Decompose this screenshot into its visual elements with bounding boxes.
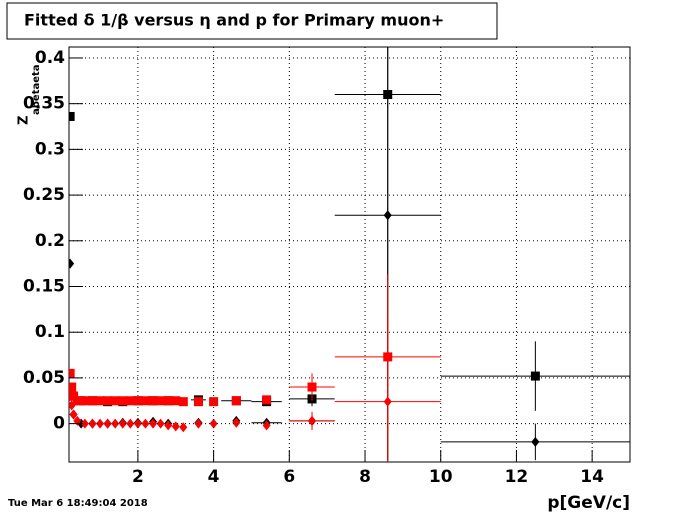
y-axis-label-group: Z abetaeta (17, 64, 43, 125)
y-axis-label-sub: abetaeta (31, 64, 42, 115)
plot-frame (68, 46, 631, 463)
marker (308, 415, 317, 426)
marker (110, 396, 120, 406)
marker (164, 420, 173, 431)
y-tick-label: 0.15 (23, 276, 65, 296)
marker (69, 409, 78, 420)
y-tick-label: 0.2 (35, 231, 65, 251)
marker (69, 400, 76, 411)
marker (125, 396, 135, 406)
y-tick-label: 0.25 (23, 185, 65, 205)
marker (140, 396, 150, 406)
marker (80, 418, 89, 429)
marker (156, 396, 166, 406)
y-tick-label: 0.05 (23, 368, 65, 388)
marker (307, 382, 317, 392)
x-tick-label: 6 (283, 467, 295, 487)
y-tick-label: 0.3 (35, 139, 65, 159)
marker (133, 396, 143, 406)
marker (148, 396, 158, 406)
marker (232, 417, 241, 428)
marker (171, 396, 181, 406)
marker (383, 396, 392, 407)
y-tick-label: 0.1 (35, 322, 65, 342)
x-tick-label: 10 (429, 467, 453, 487)
marker (69, 368, 75, 378)
marker (103, 418, 112, 429)
marker (209, 397, 219, 407)
marker (194, 418, 203, 429)
marker (531, 436, 540, 447)
x-tick-label: 2 (132, 467, 144, 487)
x-tick-label: 12 (505, 467, 529, 487)
chart-title: Fitted δ 1/β versus η and p for Primary … (24, 11, 444, 30)
marker (103, 396, 113, 406)
marker (118, 396, 128, 406)
marker (156, 418, 165, 429)
y-axis-label: Z (17, 116, 32, 125)
marker (88, 418, 97, 429)
timestamp: Tue Mar 6 18:49:04 2018 (8, 498, 148, 509)
marker (262, 395, 272, 405)
plot-area (69, 47, 630, 462)
marker (72, 396, 82, 406)
marker (118, 418, 127, 429)
x-tick-label: 8 (359, 467, 371, 487)
marker (69, 258, 75, 269)
marker (87, 396, 97, 406)
marker (163, 396, 173, 406)
marker (179, 422, 188, 433)
marker (80, 396, 90, 406)
marker (262, 420, 271, 431)
marker (231, 396, 241, 406)
marker (96, 418, 105, 429)
marker (69, 111, 75, 121)
marker (193, 397, 203, 407)
marker (530, 371, 540, 381)
x-tick-label: 4 (208, 467, 220, 487)
marker (111, 418, 120, 429)
marker (178, 397, 188, 407)
x-axis-label: p[GeV/c] (547, 493, 630, 513)
marker (383, 210, 392, 221)
marker (69, 383, 75, 394)
y-tick-label: 0.4 (35, 48, 65, 68)
y-tick-label: 0 (53, 414, 65, 434)
title-box (6, 2, 498, 40)
marker (95, 396, 105, 406)
y-tick-label: 0.35 (23, 94, 65, 114)
marker (126, 418, 135, 429)
marker (69, 391, 79, 401)
x-tick-label: 14 (580, 467, 604, 487)
